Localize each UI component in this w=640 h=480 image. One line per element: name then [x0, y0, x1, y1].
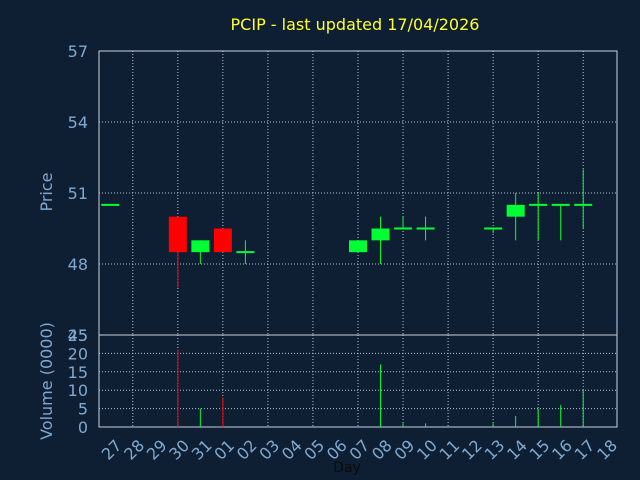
x-tick-label: 18 — [593, 436, 621, 464]
candle-body — [506, 204, 525, 217]
candle-body — [371, 228, 390, 241]
volume-tick-label: 5 — [78, 400, 88, 419]
volume-tick-label: 20 — [68, 344, 88, 363]
price-axis-label: Price — [37, 172, 56, 211]
price-panel: 45 48 51 54 57 — [68, 42, 618, 345]
candle-body — [349, 240, 367, 253]
price-tick-label: 54 — [68, 113, 88, 132]
volume-tick-label: 15 — [68, 363, 88, 382]
price-tick-label: 45 — [68, 326, 88, 345]
volume-tick-label: 25 — [68, 326, 88, 345]
price-tick-label: 57 — [68, 42, 88, 61]
volume-axis-label: Volume (0000) — [37, 322, 56, 440]
volume-tick-label: 0 — [78, 418, 88, 437]
volume-tick-label: 10 — [68, 381, 88, 400]
price-tick-label: 48 — [68, 255, 88, 274]
x-axis-label: Day — [333, 460, 361, 476]
candle-body — [191, 240, 210, 253]
candle-body — [213, 228, 232, 253]
volume-frame — [98, 334, 618, 428]
chart-title: PCIP - last updated 17/04/2026 — [231, 15, 480, 34]
price-tick-label: 51 — [68, 184, 88, 203]
candle-body — [168, 216, 187, 253]
